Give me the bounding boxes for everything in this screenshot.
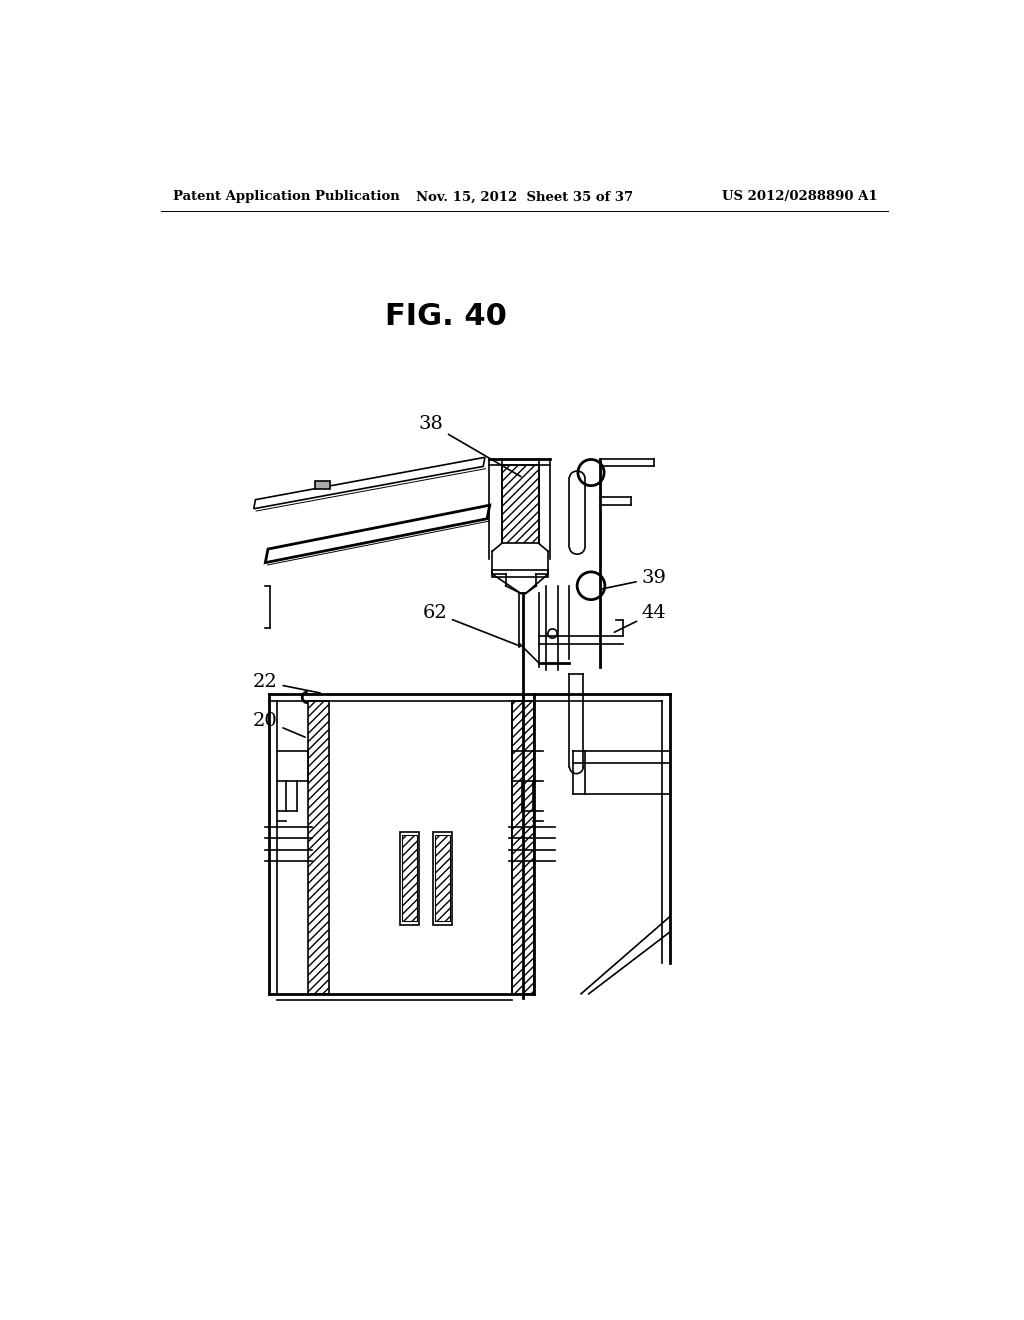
Polygon shape <box>502 465 539 544</box>
Text: Nov. 15, 2012  Sheet 35 of 37: Nov. 15, 2012 Sheet 35 of 37 <box>416 190 634 203</box>
Text: 62: 62 <box>422 603 520 647</box>
Polygon shape <box>265 506 489 562</box>
Text: 39: 39 <box>601 569 667 589</box>
Polygon shape <box>254 457 485 508</box>
Text: 20: 20 <box>253 711 305 737</box>
Bar <box>314 482 330 490</box>
Polygon shape <box>512 701 535 994</box>
Bar <box>435 836 451 921</box>
Polygon shape <box>307 701 330 994</box>
Text: 22: 22 <box>253 673 321 693</box>
Polygon shape <box>493 570 548 577</box>
Text: FIG. 40: FIG. 40 <box>385 302 507 331</box>
Text: US 2012/0288890 A1: US 2012/0288890 A1 <box>722 190 878 203</box>
Text: Patent Application Publication: Patent Application Publication <box>173 190 399 203</box>
Bar <box>433 832 453 924</box>
Bar <box>400 832 419 924</box>
Bar <box>402 836 417 921</box>
Text: 44: 44 <box>614 603 667 632</box>
Text: 38: 38 <box>419 414 521 477</box>
